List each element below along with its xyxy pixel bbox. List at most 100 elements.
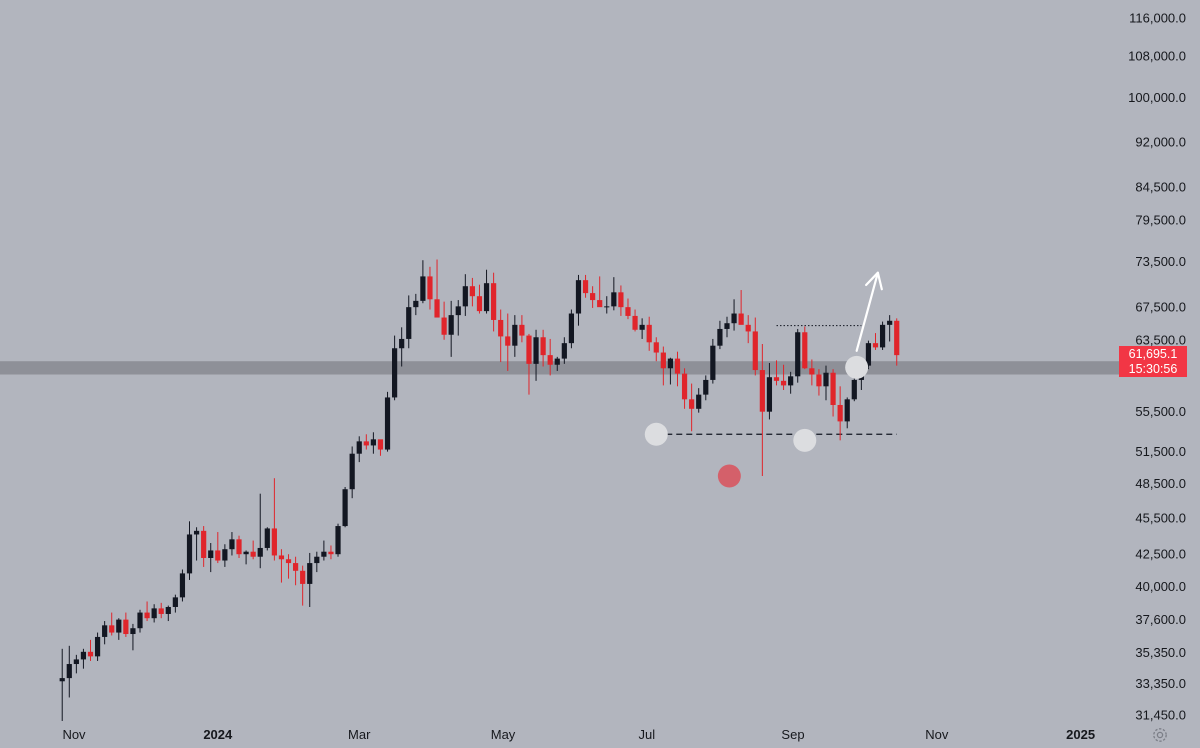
candle-body	[689, 399, 695, 409]
y-tick-label: 37,600.0	[1135, 612, 1186, 627]
candle-body	[144, 612, 150, 619]
candle-body	[745, 324, 751, 332]
candle-body	[618, 292, 624, 308]
candle-body	[872, 343, 879, 348]
candle-body	[87, 651, 94, 657]
y-tick-label: 33,350.0	[1135, 676, 1186, 691]
candle-body	[667, 358, 674, 369]
price-axis[interactable]: 116,000.0 108,000.0 100,000.0 92,000.0 84,50…	[1128, 11, 1186, 723]
candle-body	[483, 283, 490, 312]
candle-body	[865, 343, 872, 366]
candle-body	[802, 332, 808, 369]
candle-body	[342, 489, 348, 527]
candle-body	[717, 328, 723, 346]
candle-body	[653, 342, 659, 353]
candle-body	[137, 612, 143, 629]
candle-body	[215, 550, 221, 561]
candle-body	[66, 664, 72, 679]
candle-body	[271, 528, 277, 556]
candle-body	[201, 530, 207, 558]
candle-body	[328, 551, 334, 555]
last-price-value: 61,695.1	[1128, 347, 1178, 361]
candle-body	[335, 526, 341, 555]
candle-body	[582, 280, 589, 294]
low-marker-circle	[793, 428, 817, 452]
candle-body	[208, 550, 214, 558]
y-tick-label: 35,350.0	[1135, 645, 1186, 660]
candle-body	[370, 439, 376, 446]
support-zone	[0, 361, 1120, 375]
y-tick-label: 67,500.0	[1135, 300, 1186, 315]
candle-body	[660, 352, 666, 369]
candle-body	[243, 551, 249, 555]
y-tick-label: 51,500.0	[1135, 444, 1186, 459]
candle-body	[179, 573, 186, 598]
gear-icon[interactable]	[1151, 726, 1169, 744]
candle-body	[94, 636, 101, 657]
candle-body	[646, 324, 652, 343]
candle-body	[639, 324, 645, 330]
y-tick-label: 84,500.0	[1135, 180, 1186, 195]
candle-body	[392, 348, 398, 398]
y-tick-label: 79,500.0	[1135, 212, 1186, 227]
candle-body	[158, 608, 164, 614]
candle-body	[399, 338, 405, 349]
low-marker-red	[717, 464, 741, 488]
candle-body	[314, 556, 320, 564]
y-tick-label: 92,000.0	[1135, 134, 1186, 149]
candle-body	[130, 628, 136, 635]
candle-body	[887, 320, 893, 325]
candle-body	[123, 619, 129, 635]
candle-body	[554, 358, 560, 365]
candle-body	[795, 332, 801, 377]
candle-body	[625, 307, 631, 316]
x-tick-label: Nov	[925, 727, 949, 742]
candle-body	[540, 337, 546, 356]
candle-body	[406, 307, 412, 339]
candle-body	[590, 293, 596, 301]
candle-body	[321, 551, 327, 557]
x-tick-label: Sep	[781, 727, 804, 742]
candle-body	[109, 625, 115, 633]
candle-body	[116, 619, 122, 633]
candle-body	[512, 324, 518, 346]
candle-body	[186, 534, 193, 574]
candle-body	[455, 306, 461, 316]
y-tick-label: 108,000.0	[1128, 49, 1186, 64]
y-tick-label: 73,500.0	[1135, 254, 1186, 269]
y-tick-label: 55,500.0	[1135, 404, 1186, 419]
low-marker-circle	[644, 422, 668, 446]
candle-body	[469, 286, 475, 297]
candle-body	[505, 336, 511, 346]
candle-body	[759, 370, 765, 412]
bar-countdown: 15:30:56	[1128, 361, 1178, 376]
candle-body	[462, 286, 468, 307]
candle-body	[356, 441, 362, 454]
arrow-head	[864, 271, 883, 291]
y-tick-label: 42,500.0	[1135, 547, 1186, 562]
y-tick-label: 100,000.0	[1128, 90, 1186, 105]
candle-body	[533, 337, 539, 364]
candle-body	[427, 276, 433, 300]
candle-body	[349, 453, 355, 490]
candle-body	[236, 539, 242, 555]
candle-body	[575, 280, 582, 314]
time-axis[interactable]: Nov 2024 Mar May Jul Sep Nov 2025	[62, 727, 1095, 742]
candle-body	[73, 659, 79, 665]
candle-body	[710, 345, 716, 380]
candle-body	[696, 394, 702, 409]
candle-body	[285, 559, 292, 564]
x-tick-label: 2024	[203, 727, 233, 742]
candle-body	[780, 380, 787, 386]
candle-body	[434, 299, 440, 318]
y-tick-label: 40,000.0	[1135, 579, 1186, 594]
x-tick-label: Jul	[639, 727, 656, 742]
candle-body	[384, 397, 391, 450]
candle-body	[448, 315, 454, 335]
x-tick-label: May	[491, 727, 516, 742]
candle-body	[519, 324, 525, 336]
candle-body	[597, 300, 603, 308]
candle-body	[264, 528, 270, 548]
y-tick-label: 48,500.0	[1135, 476, 1186, 491]
